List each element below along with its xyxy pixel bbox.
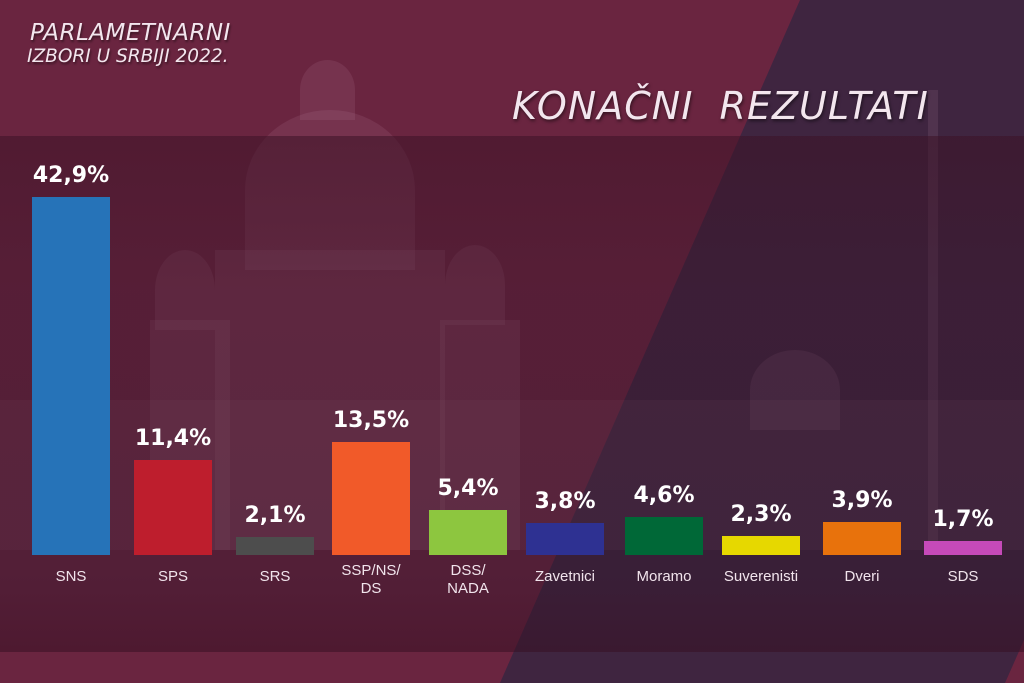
value-label: 3,8% xyxy=(534,489,596,514)
category-label-line: DSS/ xyxy=(450,562,486,579)
bar-moramo xyxy=(625,517,703,555)
election-subtitle: PARLAMETNARNI IZBORI U SRBIJI 2022. xyxy=(27,20,231,67)
value-label: 1,7% xyxy=(932,507,994,532)
category-label-line: Zavetnici xyxy=(534,568,596,585)
category-label-line: Suverenisti xyxy=(723,568,799,585)
bar-srs xyxy=(236,537,314,555)
category-label: DSS/NADA xyxy=(408,562,528,598)
value-label: 2,1% xyxy=(244,503,306,528)
category-label-line: SPS xyxy=(157,568,188,585)
category-label: SPS xyxy=(113,568,233,586)
category-label-line: DS xyxy=(360,580,382,597)
category-label: SRS xyxy=(215,568,335,586)
category-label-line: SSP/NS/ xyxy=(341,562,401,579)
bar-sps xyxy=(134,460,212,555)
value-label: 4,6% xyxy=(633,483,695,508)
bar-dssnada xyxy=(429,510,507,555)
value-label: 42,9% xyxy=(32,163,110,188)
category-label: Zavetnici xyxy=(505,568,625,586)
bar-dveri xyxy=(823,522,901,555)
category-label: Dveri xyxy=(802,568,922,586)
category-label-line: SNS xyxy=(55,568,87,585)
category-label-line: NADA xyxy=(447,580,489,597)
value-label: 5,4% xyxy=(437,476,499,501)
category-label: Moramo xyxy=(604,568,724,586)
category-label-line: Dveri xyxy=(844,568,880,585)
subtitle-line-1: PARLAMETNARNI xyxy=(30,20,231,46)
value-label: 13,5% xyxy=(332,408,410,433)
category-label: SSP/NS/DS xyxy=(311,562,431,598)
bar-sspnsds xyxy=(332,442,410,555)
value-label: 3,9% xyxy=(831,488,893,513)
value-label: 11,4% xyxy=(134,426,212,451)
page-title: KONAČNI REZULTATI xyxy=(512,84,929,128)
category-label-line: Moramo xyxy=(636,568,692,585)
bar-sds xyxy=(924,541,1002,555)
bar-zavetnici xyxy=(526,523,604,555)
chart-panel xyxy=(0,136,1024,652)
category-label: SDS xyxy=(903,568,1023,586)
category-label: SNS xyxy=(11,568,131,586)
bar-suverenisti xyxy=(722,536,800,555)
value-label: 2,3% xyxy=(730,502,792,527)
category-label: Suverenisti xyxy=(701,568,821,586)
category-label-line: SDS xyxy=(947,568,979,585)
bar-sns xyxy=(32,197,110,555)
subtitle-line-2: IZBORI U SRBIJI 2022. xyxy=(27,46,229,67)
category-label-line: SRS xyxy=(259,568,291,585)
